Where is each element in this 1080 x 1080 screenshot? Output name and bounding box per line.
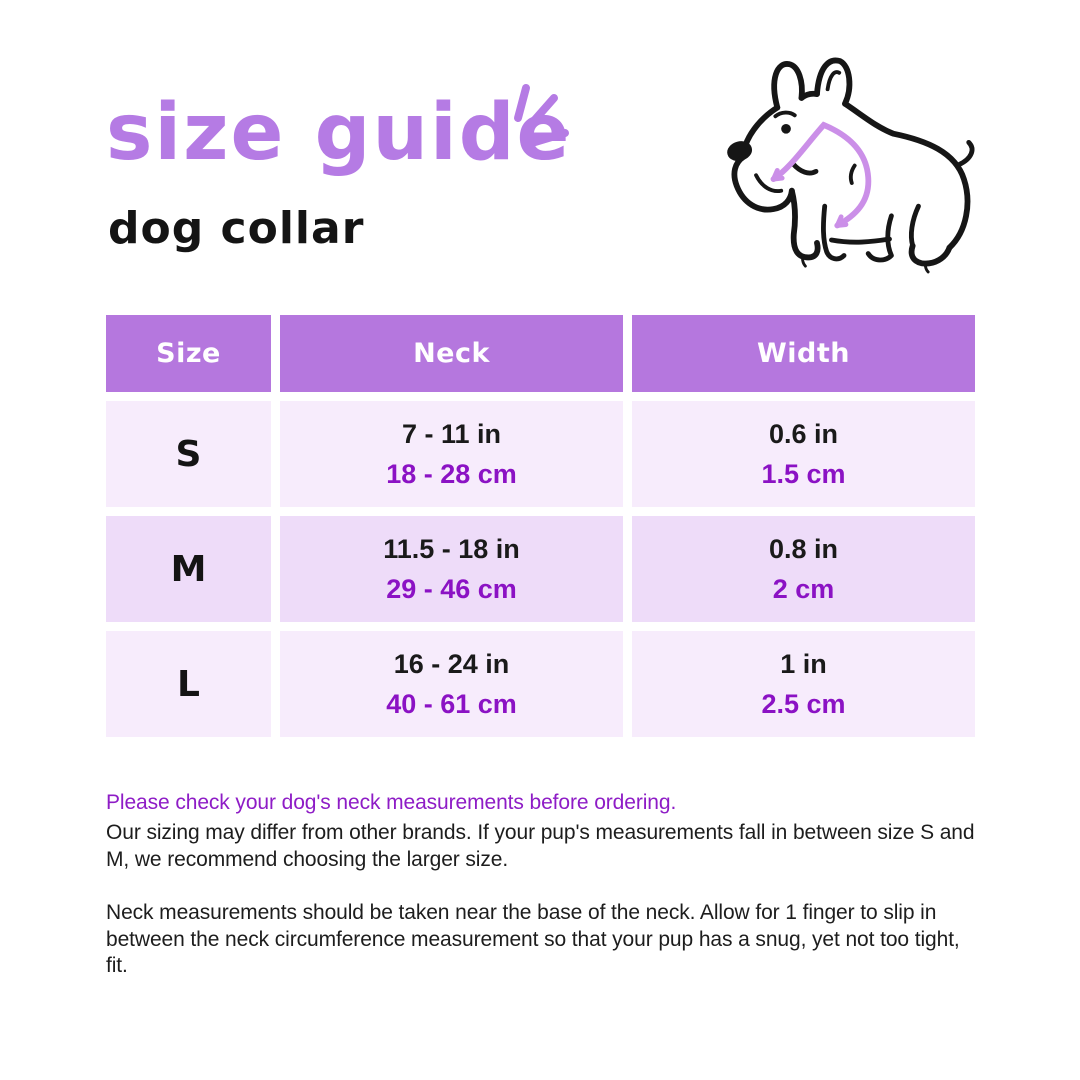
- width-cm: 2 cm: [772, 573, 835, 604]
- width-cell-l: 1 in 2.5 cm: [632, 631, 975, 737]
- size-cell-l: L: [106, 631, 271, 737]
- neck-cell-m: 11.5 - 18 in 29 - 46 cm: [280, 516, 623, 622]
- size-cell-s: S: [106, 401, 271, 507]
- sparkle-icon: [514, 84, 569, 146]
- note-paragraph-2: Neck measurements should be taken near t…: [106, 901, 960, 978]
- neck-cell-l: 16 - 24 in 40 - 61 cm: [280, 631, 623, 737]
- neck-cm: 18 - 28 cm: [386, 458, 517, 489]
- neck-inches: 7 - 11 in: [401, 418, 502, 449]
- table-header-size: Size: [106, 315, 271, 392]
- width-cell-m: 0.8 in 2 cm: [632, 516, 975, 622]
- size-cell-m: M: [106, 516, 271, 622]
- size-label: M: [170, 548, 207, 590]
- table-header-width: Width: [632, 315, 975, 392]
- width-cell-s: 0.6 in 1.5 cm: [632, 401, 975, 507]
- size-label: L: [177, 663, 200, 705]
- note-paragraph-1: Our sizing may differ from other brands.…: [106, 821, 975, 871]
- table-header-neck: Neck: [280, 315, 623, 392]
- dog-illustration-icon: [727, 57, 975, 274]
- note-highlight: Please check your dog's neck measurement…: [106, 791, 677, 814]
- neck-inches: 11.5 - 18 in: [383, 533, 520, 564]
- width-cm: 2.5 cm: [761, 688, 846, 719]
- width-inches: 0.8 in: [768, 533, 839, 564]
- neck-cell-s: 7 - 11 in 18 - 28 cm: [280, 401, 623, 507]
- collar-measure-arrow-icon: [770, 121, 872, 229]
- page-title: size guide: [106, 88, 572, 178]
- width-cm: 1.5 cm: [761, 458, 846, 489]
- width-inches: 1 in: [780, 648, 827, 679]
- neck-cm: 29 - 46 cm: [386, 573, 517, 604]
- neck-cm: 40 - 61 cm: [386, 688, 517, 719]
- neck-inches: 16 - 24 in: [393, 648, 510, 679]
- width-inches: 0.6 in: [768, 418, 839, 449]
- sizing-notes: Please check your dog's neck measurement…: [106, 790, 986, 980]
- size-label: S: [175, 433, 202, 475]
- size-table: Size Neck Width S 7 - 11 in 18 - 28 cm 0…: [106, 315, 975, 737]
- page-subtitle: dog collar: [108, 203, 365, 254]
